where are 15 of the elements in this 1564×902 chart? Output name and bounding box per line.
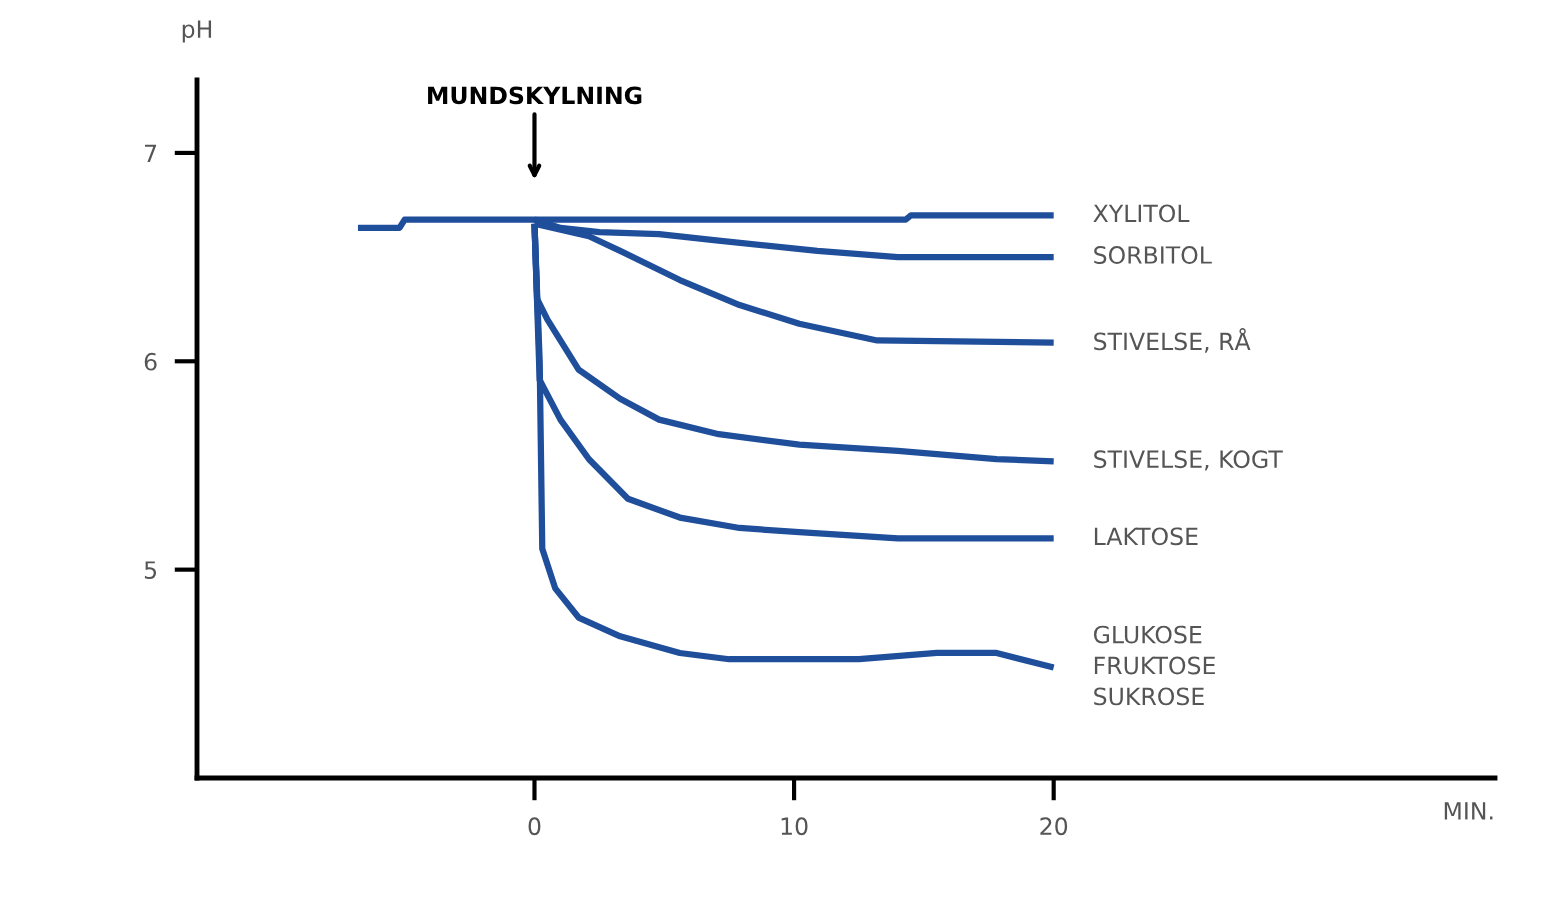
series-label: XYLITOL — [1093, 204, 1190, 223]
series-label: STIVELSE, RÅ — [1094, 328, 1251, 353]
series-label: STIVELSE, KOGT — [1094, 450, 1283, 471]
y-axis-title: pH — [182, 20, 212, 43]
series-label: GLUKOSE FRUKTOSE SUKROSE — [1093, 625, 1215, 706]
annotation: MUNDSKYLNING — [428, 86, 642, 105]
x-tick-label: 20 — [1040, 817, 1068, 836]
x-axis-title: MIN. — [1444, 802, 1493, 820]
x-tick-label: 0 — [528, 817, 541, 836]
y-tick-label: 5 — [144, 561, 157, 579]
y-tick-label: 7 — [145, 144, 157, 162]
y-tick-label: 6 — [144, 352, 157, 371]
x-tick-label: 10 — [781, 817, 808, 836]
series-label: LAKTOSE — [1094, 527, 1198, 546]
series-label: SORBITOL — [1094, 246, 1212, 264]
